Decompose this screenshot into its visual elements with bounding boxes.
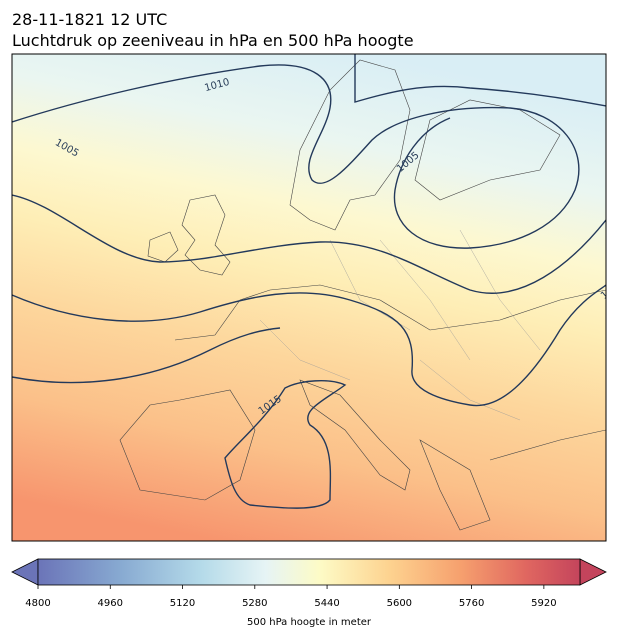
coastline [119, 284, 606, 531]
colorbar-label: 500 hPa hoogte in meter [247, 617, 372, 628]
colorbar-extend-low [11, 558, 39, 586]
isobar [12, 194, 606, 294]
colorbar-tick-label: 5440 [314, 598, 339, 609]
isobar [224, 380, 347, 509]
map: 1010 1005 1005 1015 1010 [12, 54, 618, 541]
title: 28-11-1821 12 UTC [12, 10, 167, 29]
isobar [12, 284, 606, 407]
colorbar-tick-label: 5760 [459, 598, 484, 609]
coastline [289, 59, 411, 231]
map-frame [11, 53, 607, 542]
border [259, 229, 541, 421]
colorbar-scale [37, 558, 581, 586]
isobar [354, 54, 606, 107]
height-field [12, 54, 606, 541]
colorbar-tick-label: 5920 [531, 598, 556, 609]
colorbar-tick-label: 5600 [387, 598, 412, 609]
coastline [147, 194, 231, 276]
colorbar-tick-label: 5280 [242, 598, 267, 609]
isobar [12, 64, 580, 249]
colorbar: 500 hPa hoogte in meter 4800 4960 5120 5280… [11, 558, 607, 628]
colorbar-tick-label: 5120 [170, 598, 195, 609]
colorbar-tick-label: 4960 [98, 598, 123, 609]
colorbar-extend-high [579, 558, 607, 586]
isobar [12, 327, 281, 384]
isobar-label: 1010 [599, 277, 618, 302]
coastline [414, 99, 561, 201]
colorbar-tick-label: 4800 [25, 598, 50, 609]
subtitle: Luchtdruk op zeeniveau in hPa en 500 hPa… [12, 31, 414, 50]
